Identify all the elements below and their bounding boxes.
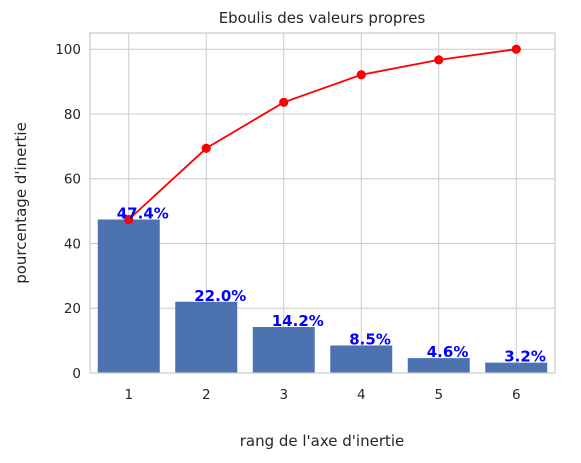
y-tick-label: 0 xyxy=(72,366,81,382)
cumulative-point xyxy=(356,70,366,80)
y-tick-label: 80 xyxy=(64,107,81,123)
cumulative-point xyxy=(511,44,521,54)
cumulative-point xyxy=(124,214,134,225)
bars xyxy=(97,219,548,373)
bar xyxy=(252,327,315,373)
bar-value-label: 8.5% xyxy=(349,330,391,348)
cumulative-point xyxy=(434,55,444,65)
bar-value-label: 22.0% xyxy=(194,287,246,305)
y-tick-label: 100 xyxy=(55,42,81,58)
bar-value-label: 47.4% xyxy=(117,205,169,223)
y-axis-label: pourcentage d'inertie xyxy=(12,122,30,284)
cumulative-line xyxy=(124,44,521,225)
x-tick-label: 2 xyxy=(202,387,211,403)
bar xyxy=(175,301,238,373)
bar-labels: 47.4% 22.0% 14.2% 8.5% 4.6% 3.2% xyxy=(117,205,546,366)
bar xyxy=(485,362,548,373)
gridlines xyxy=(90,33,555,374)
x-tick-label: 3 xyxy=(279,387,288,403)
bar xyxy=(330,345,393,373)
bar xyxy=(97,219,160,373)
cumulative-point xyxy=(201,143,211,153)
x-tick-label: 1 xyxy=(124,387,133,403)
y-tick-label: 60 xyxy=(64,172,81,188)
y-tick-label: 20 xyxy=(64,301,81,317)
plot-frame xyxy=(89,32,556,374)
cumulative-line-path xyxy=(128,48,517,221)
cumulative-point xyxy=(279,97,289,107)
bar-value-label: 3.2% xyxy=(504,348,546,366)
y-tick-label: 40 xyxy=(64,236,81,252)
bar xyxy=(407,358,470,373)
x-tick-label: 4 xyxy=(357,387,366,403)
chart-title: Eboulis des valeurs propres xyxy=(219,9,426,27)
bar-value-label: 14.2% xyxy=(272,312,324,330)
x-axis-label: rang de l'axe d'inertie xyxy=(240,432,405,450)
x-tick-label: 6 xyxy=(512,387,521,403)
x-tick-label: 5 xyxy=(434,387,443,403)
bar-value-label: 4.6% xyxy=(427,343,469,361)
